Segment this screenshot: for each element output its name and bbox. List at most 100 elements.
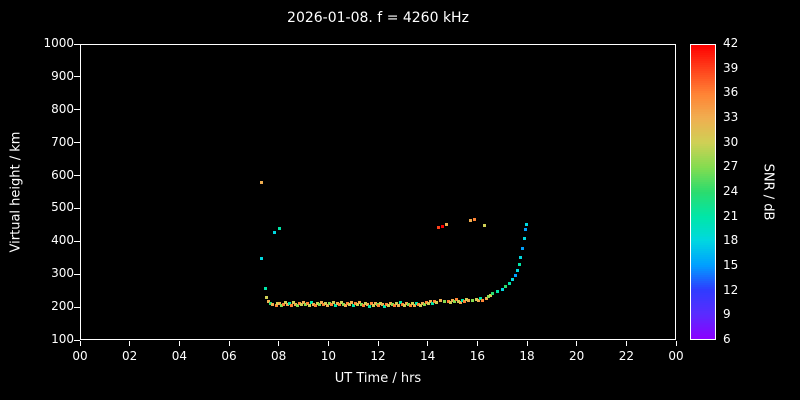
colorbar-slice bbox=[691, 177, 715, 180]
colorbar-slice bbox=[691, 142, 715, 145]
data-point bbox=[363, 301, 367, 305]
colorbar-slice bbox=[691, 108, 715, 111]
colorbar-slice bbox=[691, 289, 715, 292]
colorbar-slice bbox=[691, 126, 715, 129]
colorbar-slice bbox=[691, 156, 715, 159]
x-tick-label: 06 bbox=[221, 349, 237, 363]
data-point bbox=[462, 300, 466, 304]
x-tick-label: 12 bbox=[370, 349, 386, 363]
y-tick bbox=[74, 142, 80, 144]
colorbar-slice bbox=[691, 140, 715, 143]
data-point bbox=[425, 301, 429, 304]
colorbar-slice bbox=[691, 102, 715, 105]
data-point bbox=[419, 303, 423, 307]
data-point bbox=[298, 301, 302, 305]
data-point bbox=[447, 299, 451, 303]
data-point bbox=[355, 303, 359, 307]
x-tick bbox=[129, 341, 131, 346]
data-point bbox=[278, 302, 282, 306]
colorbar-slice bbox=[691, 45, 715, 47]
data-point bbox=[288, 301, 292, 305]
colorbar-slice bbox=[691, 229, 715, 232]
colorbar-slice bbox=[691, 207, 715, 210]
data-point bbox=[451, 299, 454, 303]
colorbar-tick-label: 9 bbox=[723, 307, 731, 322]
data-point bbox=[263, 286, 267, 290]
colorbar-slice bbox=[691, 48, 715, 51]
data-point bbox=[521, 247, 525, 251]
colorbar-slice bbox=[691, 166, 715, 169]
colorbar-slice bbox=[691, 322, 715, 325]
data-point bbox=[365, 302, 369, 306]
data-point bbox=[407, 303, 411, 307]
colorbar-slice bbox=[691, 297, 715, 299]
y-tick-label: 700 bbox=[51, 134, 74, 149]
colorbar-slice bbox=[691, 291, 715, 294]
colorbar-slice bbox=[691, 118, 715, 121]
data-point bbox=[456, 299, 460, 303]
colorbar-slice bbox=[691, 187, 715, 190]
colorbar-slice bbox=[691, 201, 715, 204]
y-tick-label: 1000 bbox=[43, 36, 74, 50]
data-point bbox=[345, 301, 349, 305]
colorbar-slice bbox=[691, 74, 715, 77]
x-tick-label: 00 bbox=[668, 349, 684, 363]
data-point bbox=[421, 301, 425, 305]
colorbar-slice bbox=[691, 52, 715, 55]
colorbar-tick-label: 24 bbox=[723, 184, 739, 198]
colorbar-slice bbox=[691, 88, 715, 91]
data-point bbox=[522, 237, 526, 241]
colorbar-slice bbox=[691, 160, 715, 163]
y-tick bbox=[74, 43, 80, 45]
colorbar-slice bbox=[691, 263, 715, 266]
colorbar-slice bbox=[691, 306, 715, 309]
colorbar-slice bbox=[691, 205, 715, 208]
colorbar-slice bbox=[691, 183, 715, 186]
colorbar-slice bbox=[691, 261, 715, 264]
data-point bbox=[302, 301, 305, 304]
colorbar-tick-label: 18 bbox=[723, 233, 739, 248]
colorbar-slice bbox=[691, 197, 715, 200]
colorbar-slice bbox=[691, 92, 715, 95]
x-tick bbox=[526, 341, 528, 346]
data-point bbox=[405, 301, 409, 305]
colorbar-slice bbox=[691, 271, 715, 274]
data-point bbox=[387, 303, 391, 307]
colorbar-slice bbox=[691, 227, 715, 230]
data-point bbox=[401, 302, 405, 306]
colorbar-slice bbox=[691, 122, 715, 125]
data-point bbox=[466, 299, 470, 303]
colorbar-slice bbox=[691, 144, 715, 147]
colorbar-slice bbox=[691, 193, 715, 196]
colorbar-label: SNR / dB bbox=[760, 163, 776, 221]
colorbar-slice bbox=[691, 215, 715, 218]
data-point bbox=[482, 224, 486, 228]
colorbar-slice bbox=[691, 90, 715, 93]
colorbar-slice bbox=[691, 255, 715, 258]
data-point bbox=[359, 302, 363, 306]
data-point bbox=[495, 289, 499, 293]
data-point bbox=[303, 303, 307, 307]
colorbar-slice bbox=[691, 239, 715, 242]
data-point bbox=[300, 302, 303, 306]
y-tick bbox=[74, 273, 80, 275]
colorbar-slice bbox=[691, 213, 715, 216]
colorbar-slice bbox=[691, 225, 715, 228]
data-point bbox=[351, 303, 355, 307]
colorbar-slice bbox=[691, 138, 715, 141]
data-point bbox=[277, 226, 281, 230]
colorbar-slice bbox=[691, 154, 715, 157]
colorbar-slice bbox=[691, 241, 715, 244]
colorbar-slice bbox=[691, 245, 715, 248]
x-axis-label: UT Time / hrs bbox=[334, 371, 422, 386]
data-point bbox=[313, 303, 317, 307]
data-point bbox=[476, 299, 480, 303]
x-tick bbox=[178, 341, 180, 346]
colorbar-slice bbox=[691, 237, 715, 240]
colorbar-slice bbox=[691, 265, 715, 268]
colorbar-slice bbox=[691, 326, 715, 329]
data-point bbox=[319, 301, 323, 304]
colorbar-slice bbox=[691, 191, 715, 194]
colorbar-slice bbox=[691, 172, 715, 174]
